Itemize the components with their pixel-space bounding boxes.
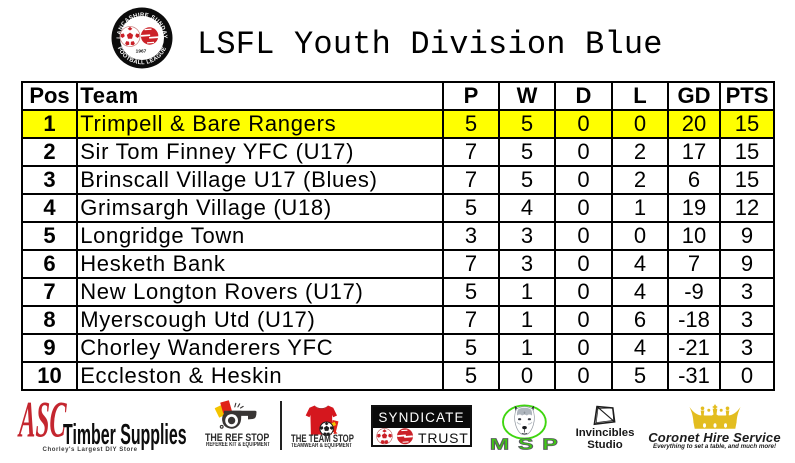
svg-text:MSP: MSP [490,436,563,453]
svg-text:1967: 1967 [136,49,147,55]
